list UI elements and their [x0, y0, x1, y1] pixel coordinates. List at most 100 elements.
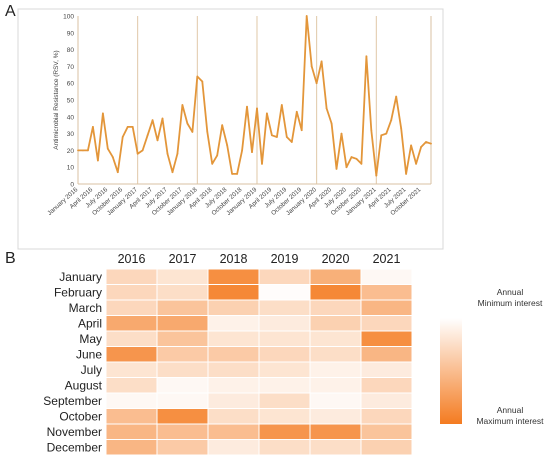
panel-a-label: A: [5, 3, 16, 20]
heatmap-cell: [258, 392, 311, 409]
heatmap-cell: [156, 392, 209, 409]
line-chart: 0 10 20 30 40 50 60 70 80 90 100 Antimicrobial Resi…: [17, 8, 444, 250]
legend-max-line: Maximum interest: [476, 416, 544, 426]
heatmap-cell: [258, 299, 311, 316]
heatmap-cell: [309, 284, 362, 301]
heatmap-cell: [309, 423, 362, 440]
data-point: [415, 162, 417, 165]
row-label: January: [59, 270, 102, 284]
data-point: [121, 136, 124, 138]
heatmap-cell: [309, 330, 362, 347]
data-point: [275, 136, 278, 138]
data-point: [171, 171, 174, 174]
data-point: [430, 142, 432, 145]
data-point: [425, 141, 427, 143]
heatmap-cell: [105, 330, 158, 347]
data-point: [325, 107, 328, 110]
data-point: [241, 149, 243, 152]
data-point: [101, 112, 104, 115]
heatmap-cell: [309, 361, 362, 378]
data-point: [410, 144, 413, 147]
data-point: [191, 131, 194, 133]
heatmap-cell: [156, 377, 209, 394]
y-tick-label: 90: [67, 30, 75, 37]
heatmap-cell: [258, 439, 311, 456]
data-point: [395, 95, 398, 98]
legend-color-bar: [440, 318, 462, 424]
data-point: [201, 80, 204, 83]
data-point: [280, 104, 283, 106]
data-point: [251, 151, 253, 153]
data-point: [285, 136, 288, 138]
heatmap-cell: [207, 299, 260, 316]
heatmap-cell: [207, 377, 260, 394]
heatmap-cell: [207, 423, 260, 440]
row-label: April: [78, 316, 102, 330]
heatmap-cell: [105, 299, 158, 316]
data-point: [87, 149, 89, 152]
data-point: [161, 117, 164, 120]
heatmap-cell: [360, 392, 413, 409]
legend-min-line: Annual: [497, 287, 524, 297]
heatmap-cell: [105, 423, 158, 440]
data-point: [335, 167, 338, 170]
data-point: [365, 55, 368, 58]
data-point: [246, 105, 248, 108]
y-tick-label: 0: [70, 182, 74, 189]
data-point: [266, 112, 268, 115]
heatmap-cell: [156, 299, 209, 316]
heatmap-cell: [207, 361, 260, 378]
column-header: 2017: [169, 252, 197, 266]
heatmap-cell: [207, 284, 260, 301]
data-point: [330, 122, 333, 125]
legend-max-line: Annual: [497, 405, 524, 415]
data-point: [77, 149, 79, 152]
data-point: [116, 171, 119, 174]
data-point: [305, 15, 308, 17]
data-point: [360, 162, 363, 165]
row-label: June: [76, 347, 102, 361]
data-point: [345, 166, 348, 169]
heatmap-cell: [258, 268, 311, 285]
heatmap-cell: [156, 330, 209, 347]
y-tick-label: 10: [67, 165, 75, 172]
data-point: [211, 162, 214, 165]
heatmap-cell: [360, 377, 413, 394]
heatmap-cell: [258, 377, 311, 394]
heatmap-cell: [156, 315, 209, 332]
data-point: [310, 65, 313, 68]
y-tick-label: 60: [67, 81, 75, 88]
heatmap-cell: [258, 361, 311, 378]
heatmap-cell: [207, 315, 260, 332]
heatmap-cell: [105, 315, 158, 332]
row-label: May: [79, 332, 102, 346]
chart-frame: [17, 8, 444, 250]
data-point: [226, 144, 229, 147]
heatmap-cell: [360, 330, 413, 347]
data-point: [221, 124, 224, 127]
heatmap-cell: [258, 423, 311, 440]
data-point: [166, 152, 169, 155]
heatmap-cell: [207, 408, 260, 425]
data-point: [320, 60, 323, 63]
column-header: 2019: [271, 252, 299, 266]
row-label: November: [47, 425, 102, 439]
data-point: [106, 147, 109, 150]
data-point: [400, 127, 403, 130]
data-point: [196, 75, 199, 78]
data-point: [111, 156, 114, 159]
heatmap-cell: [156, 361, 209, 378]
heatmap-cell: [258, 284, 311, 301]
y-tick-label: 40: [67, 114, 75, 121]
y-tick-label: 70: [67, 64, 75, 71]
data-point: [131, 125, 134, 128]
heatmap-cell: [207, 346, 260, 363]
data-point: [295, 110, 298, 113]
heatmap-cell: [207, 330, 260, 347]
data-point: [271, 134, 273, 137]
data-point: [96, 159, 99, 162]
data-point: [315, 82, 318, 85]
